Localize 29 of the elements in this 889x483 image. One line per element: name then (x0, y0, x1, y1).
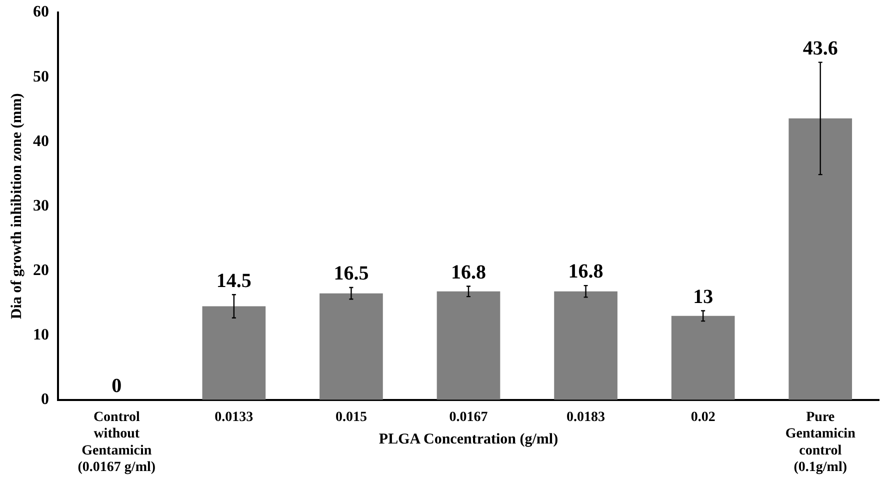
bar (320, 293, 383, 400)
y-tick-label: 30 (33, 197, 49, 214)
x-tick-label: 0.02 (690, 410, 716, 425)
data-label: 0 (112, 374, 122, 397)
y-tick-label: 20 (33, 262, 49, 279)
data-label: 14.5 (216, 270, 252, 292)
data-label: 16.8 (568, 260, 604, 283)
bar (202, 306, 266, 400)
data-label: 43.6 (802, 37, 838, 60)
data-label: 16.8 (451, 261, 486, 284)
x-tick-label: Control without Gentamicin (0.0167 g/ml) (78, 410, 156, 476)
x-tick-label: 0.0167 (449, 410, 488, 425)
x-axis-title: PLGA Concentration (g/ml) (378, 432, 558, 448)
bar (671, 316, 735, 400)
x-tick-label: 0.015 (335, 410, 367, 425)
bar (554, 291, 618, 400)
y-axis-title: Dia of growth inhibition zone (mm) (8, 93, 25, 320)
y-tick-label: 10 (33, 326, 49, 344)
data-label: 16.5 (334, 262, 369, 285)
bar (788, 118, 852, 400)
y-tick-label: 60 (33, 4, 49, 21)
x-tick-label: 0.0183 (566, 410, 606, 425)
y-tick-label: 40 (33, 132, 49, 150)
y-tick-label: 0 (41, 390, 49, 408)
x-tick-label: Pure Gentamicin control (0.1g/ml) (785, 410, 856, 476)
data-label: 13 (693, 286, 714, 308)
bar (436, 291, 500, 400)
y-tick-label: 50 (33, 68, 49, 86)
x-tick-label: 0.0133 (214, 410, 254, 425)
